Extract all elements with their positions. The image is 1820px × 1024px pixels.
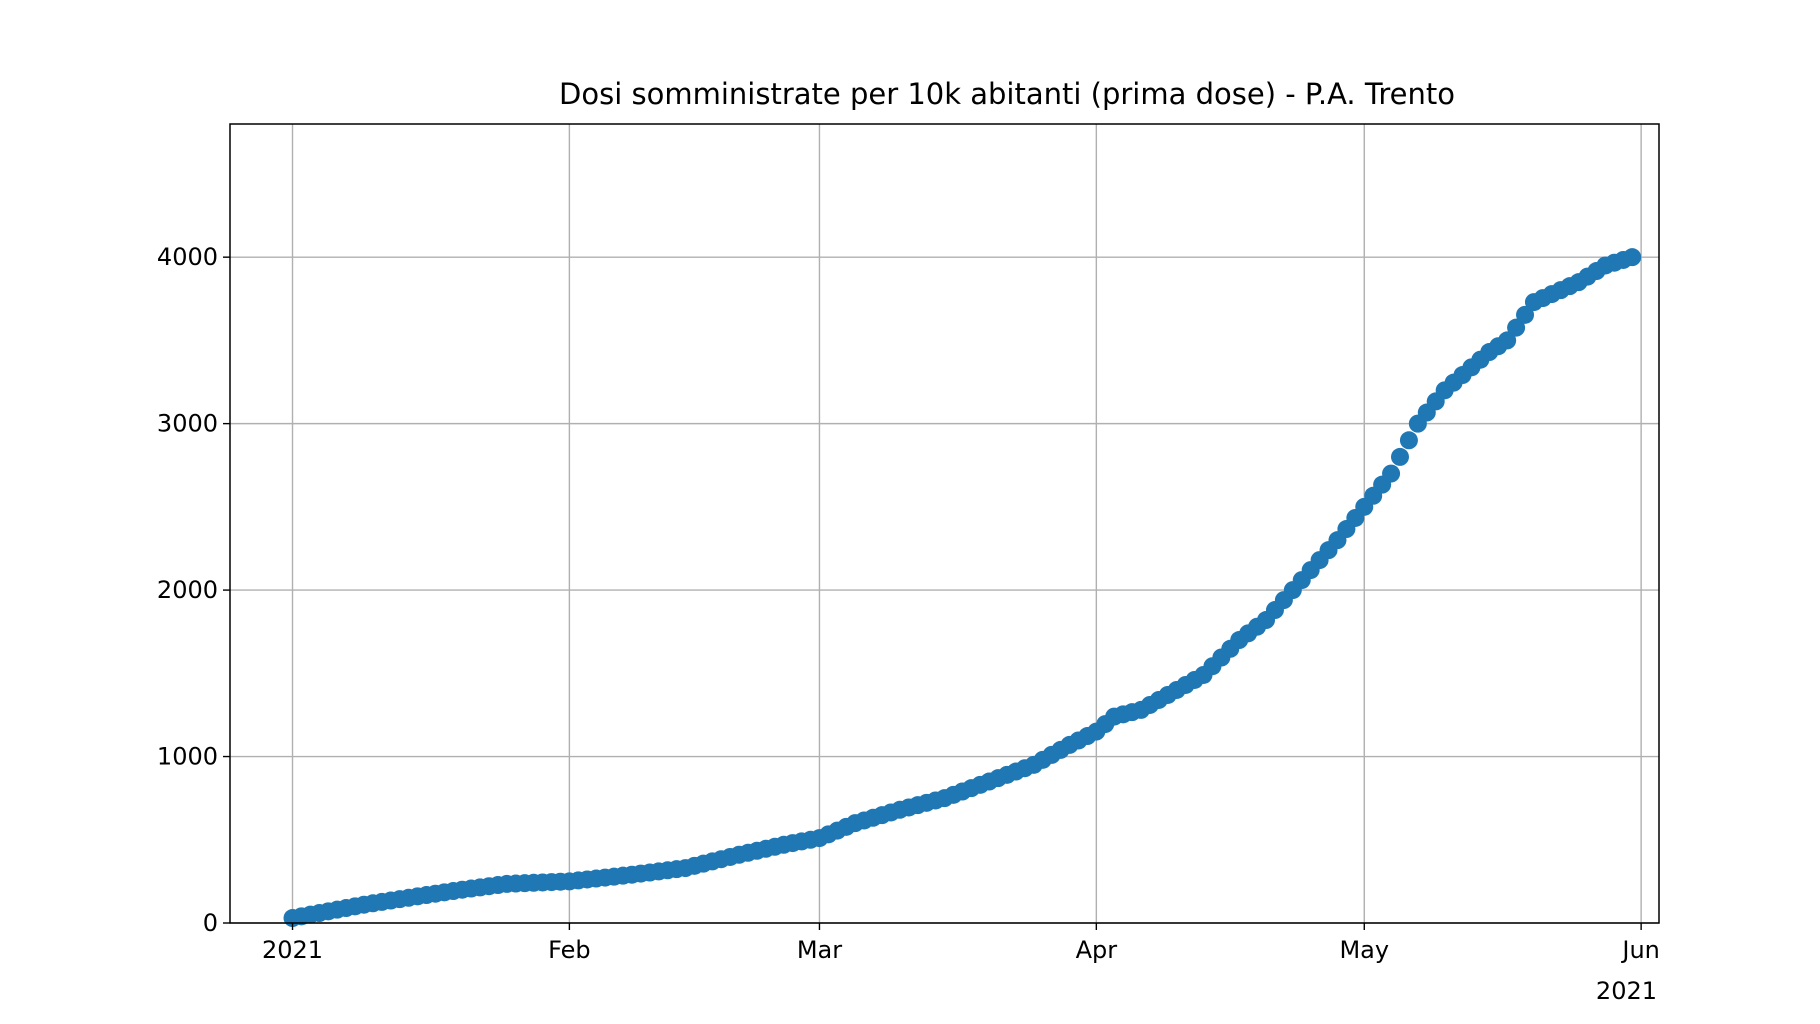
x-tick-label: 2021 <box>262 936 323 964</box>
data-point <box>1390 447 1409 466</box>
chart-title: Dosi somministrate per 10k abitanti (pri… <box>559 77 1455 111</box>
data-point <box>1623 248 1642 267</box>
data-point <box>1498 331 1517 350</box>
y-tick-label: 2000 <box>157 576 218 604</box>
x-tick-label: Jun <box>1620 936 1660 964</box>
x-tick-label: Apr <box>1076 936 1118 964</box>
x-tick-label: May <box>1339 936 1389 964</box>
data-point <box>1382 464 1401 483</box>
y-tick-label: 3000 <box>157 410 218 438</box>
y-tick-label: 4000 <box>157 243 218 271</box>
y-tick-label: 1000 <box>157 743 218 771</box>
x-tick-label: Feb <box>548 936 591 964</box>
axes: 2021 Feb Mar Apr May Jun 0 1000 2000 3000 4000 <box>157 243 1660 964</box>
data-point <box>1507 318 1526 337</box>
y-tick-label: 0 <box>203 909 218 937</box>
data-point <box>1399 431 1418 450</box>
x-offset-label: 2021 <box>1596 977 1657 1005</box>
plot-frame <box>229 123 1660 924</box>
data-point <box>1516 305 1535 324</box>
x-tick-label: Mar <box>797 936 842 964</box>
